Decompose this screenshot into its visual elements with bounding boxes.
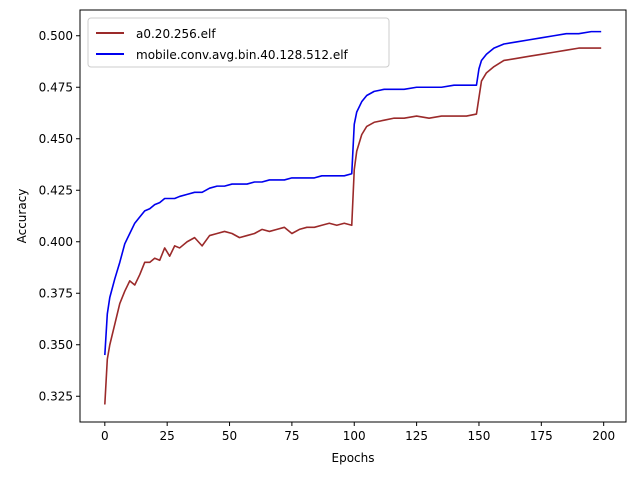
- y-tick-label: 0.500: [39, 29, 73, 43]
- legend-box: [87, 17, 390, 68]
- y-tick-label: 0.350: [39, 338, 73, 352]
- plot-area: [79, 9, 627, 423]
- y-tick-label: 0.400: [39, 235, 73, 249]
- x-axis: 0 25 50 75 100 125 150 175 200: [101, 422, 615, 443]
- series-layer: [104, 30, 602, 405]
- series-line-0: [104, 47, 602, 405]
- series-line-1: [104, 30, 602, 356]
- x-tick-label: 50: [222, 429, 237, 443]
- y-axis-label: Accuracy: [15, 189, 29, 244]
- legend-label-a0-20-256: a0.20.256.elf: [136, 27, 216, 41]
- x-tick-label: 125: [405, 429, 428, 443]
- x-tick-label: 25: [160, 429, 175, 443]
- legend-label-mobile-conv: mobile.conv.avg.bin.40.128.512.elf: [136, 48, 349, 62]
- y-tick-label: 0.325: [39, 389, 73, 403]
- x-tick-label: 175: [530, 429, 553, 443]
- x-tick-label: 75: [284, 429, 299, 443]
- y-tick-label: 0.450: [39, 132, 73, 146]
- x-tick-label: 200: [592, 429, 615, 443]
- y-tick-label: 0.425: [39, 183, 73, 197]
- y-tick-label: 0.375: [39, 286, 73, 300]
- legend: a0.20.256.elf mobile.conv.avg.bin.40.128…: [87, 17, 390, 68]
- axes-frame: [79, 9, 627, 423]
- x-axis-label: Epochs: [332, 451, 375, 465]
- y-axis: 0.325 0.350 0.375 0.400 0.425 0.450 0.475 0.500: [39, 29, 80, 403]
- y-tick-label: 0.475: [39, 80, 73, 94]
- axes-background: [80, 10, 626, 422]
- x-tick-label: 150: [468, 429, 491, 443]
- x-tick-label: 0: [101, 429, 109, 443]
- x-tick-label: 100: [343, 429, 366, 443]
